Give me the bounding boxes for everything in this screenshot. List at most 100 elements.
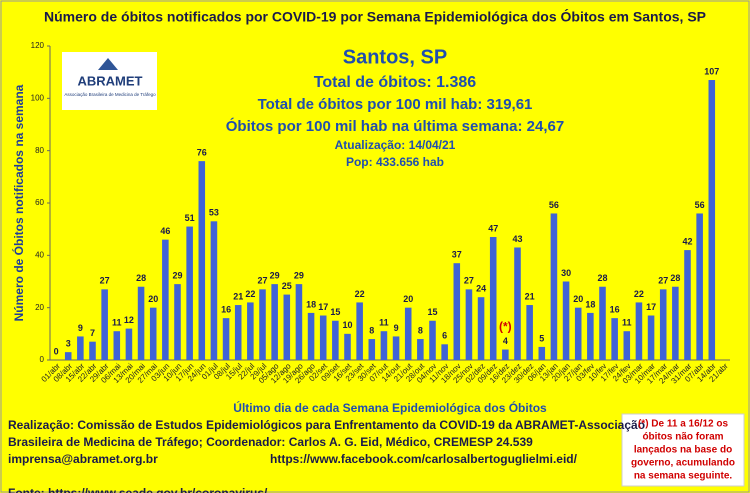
footer-text: Brasileira de Medicina de Tráfego; Coord… (8, 435, 533, 449)
value-label: 11 (112, 318, 122, 328)
bar (708, 80, 716, 361)
value-label: 17 (646, 302, 656, 312)
stat-text: Pop: 433.656 hab (346, 155, 444, 169)
value-label: 37 (452, 250, 462, 260)
y-tick-label: 120 (31, 41, 45, 50)
bar (125, 328, 133, 360)
bar (465, 289, 473, 360)
bar (64, 352, 72, 360)
value-label: 28 (136, 273, 146, 283)
value-label: 42 (682, 236, 692, 246)
bar (672, 286, 679, 360)
bar (259, 289, 266, 360)
value-label: 8 (369, 325, 374, 335)
value-label: 43 (512, 234, 522, 244)
value-label: 16 (610, 305, 620, 315)
bar (453, 263, 461, 360)
value-label: 20 (573, 294, 583, 304)
value-label: 24 (476, 284, 486, 294)
bar (295, 284, 303, 360)
value-label: 22 (245, 289, 255, 299)
value-label: 28 (597, 273, 607, 283)
bar (368, 339, 376, 360)
bar (659, 289, 667, 360)
bar (77, 336, 84, 360)
value-label: 5 (539, 333, 544, 343)
stat-text: Atualização: 14/04/21 (335, 138, 456, 152)
bar (417, 339, 424, 360)
bar (502, 349, 509, 360)
value-label: 27 (100, 276, 110, 286)
value-label: 76 (197, 148, 207, 158)
bar (344, 333, 351, 360)
value-label: 22 (355, 289, 365, 299)
y-tick-label: 100 (31, 93, 45, 102)
bar (404, 307, 412, 360)
bar (149, 307, 157, 360)
value-label: 21 (525, 291, 535, 301)
annotation: (*) (499, 320, 512, 334)
note-text: (*) De 11 a 16/12 os (638, 419, 728, 430)
value-label: 56 (549, 200, 559, 210)
value-label: 28 (670, 273, 680, 283)
bar (477, 297, 485, 360)
value-label: 107 (704, 66, 719, 76)
value-label: 47 (488, 223, 498, 233)
y-tick-label: 80 (35, 146, 44, 155)
bar (380, 331, 388, 360)
value-label: 29 (270, 270, 280, 280)
value-label: 16 (221, 305, 231, 315)
value-label: 53 (209, 208, 219, 218)
value-label: 46 (160, 226, 170, 236)
y-axis-label: Número de Óbitos notificados na semana (11, 84, 26, 321)
footer-text: Realização: Comissão de Estudos Epidemio… (8, 418, 645, 432)
bar (514, 247, 521, 360)
value-label: 7 (90, 328, 95, 338)
bar (550, 213, 558, 360)
footer-text: imprensa@abramet.org.br (8, 452, 158, 466)
bar (319, 315, 327, 360)
bar (162, 239, 169, 360)
bar (441, 344, 448, 360)
bar (562, 281, 570, 360)
y-tick-label: 20 (35, 303, 44, 312)
value-label: 21 (233, 291, 243, 301)
bar (647, 315, 655, 360)
bar (429, 320, 436, 360)
y-tick-label: 0 (40, 355, 45, 364)
logo-icon (98, 58, 118, 70)
value-label: 9 (394, 323, 399, 333)
bar (356, 302, 363, 360)
bar (174, 284, 181, 360)
bar (538, 346, 546, 360)
bar (526, 305, 533, 360)
value-label: 15 (427, 307, 437, 317)
y-tick-label: 40 (35, 250, 44, 259)
value-label: 10 (342, 320, 352, 330)
chart-title: Número de óbitos notificados por COVID-1… (44, 8, 706, 25)
x-axis-label: Último dia de cada Semana Epidemiológica… (233, 400, 547, 415)
bar (489, 237, 497, 360)
value-label: 15 (330, 307, 340, 317)
bar (611, 318, 618, 360)
y-tick-label: 60 (35, 198, 44, 207)
value-label: 29 (294, 270, 304, 280)
bar (623, 331, 631, 360)
value-label: 18 (306, 299, 316, 309)
note-text: na semana seguinte. (634, 471, 733, 482)
note-text: governo, acumulando (631, 458, 735, 469)
note-text: óbitos não foram (642, 432, 723, 443)
value-label: 27 (257, 276, 267, 286)
stat-text: Óbitos por 100 mil hab na última semana:… (226, 117, 564, 135)
bar (684, 250, 691, 360)
bar (89, 341, 96, 360)
value-label: 56 (695, 200, 705, 210)
value-label: 30 (561, 268, 571, 278)
value-label: 17 (318, 302, 328, 312)
bar (210, 221, 218, 360)
bar (599, 286, 606, 360)
bar (392, 336, 400, 360)
stat-text: Santos, SP (343, 46, 447, 68)
bar (587, 312, 594, 360)
